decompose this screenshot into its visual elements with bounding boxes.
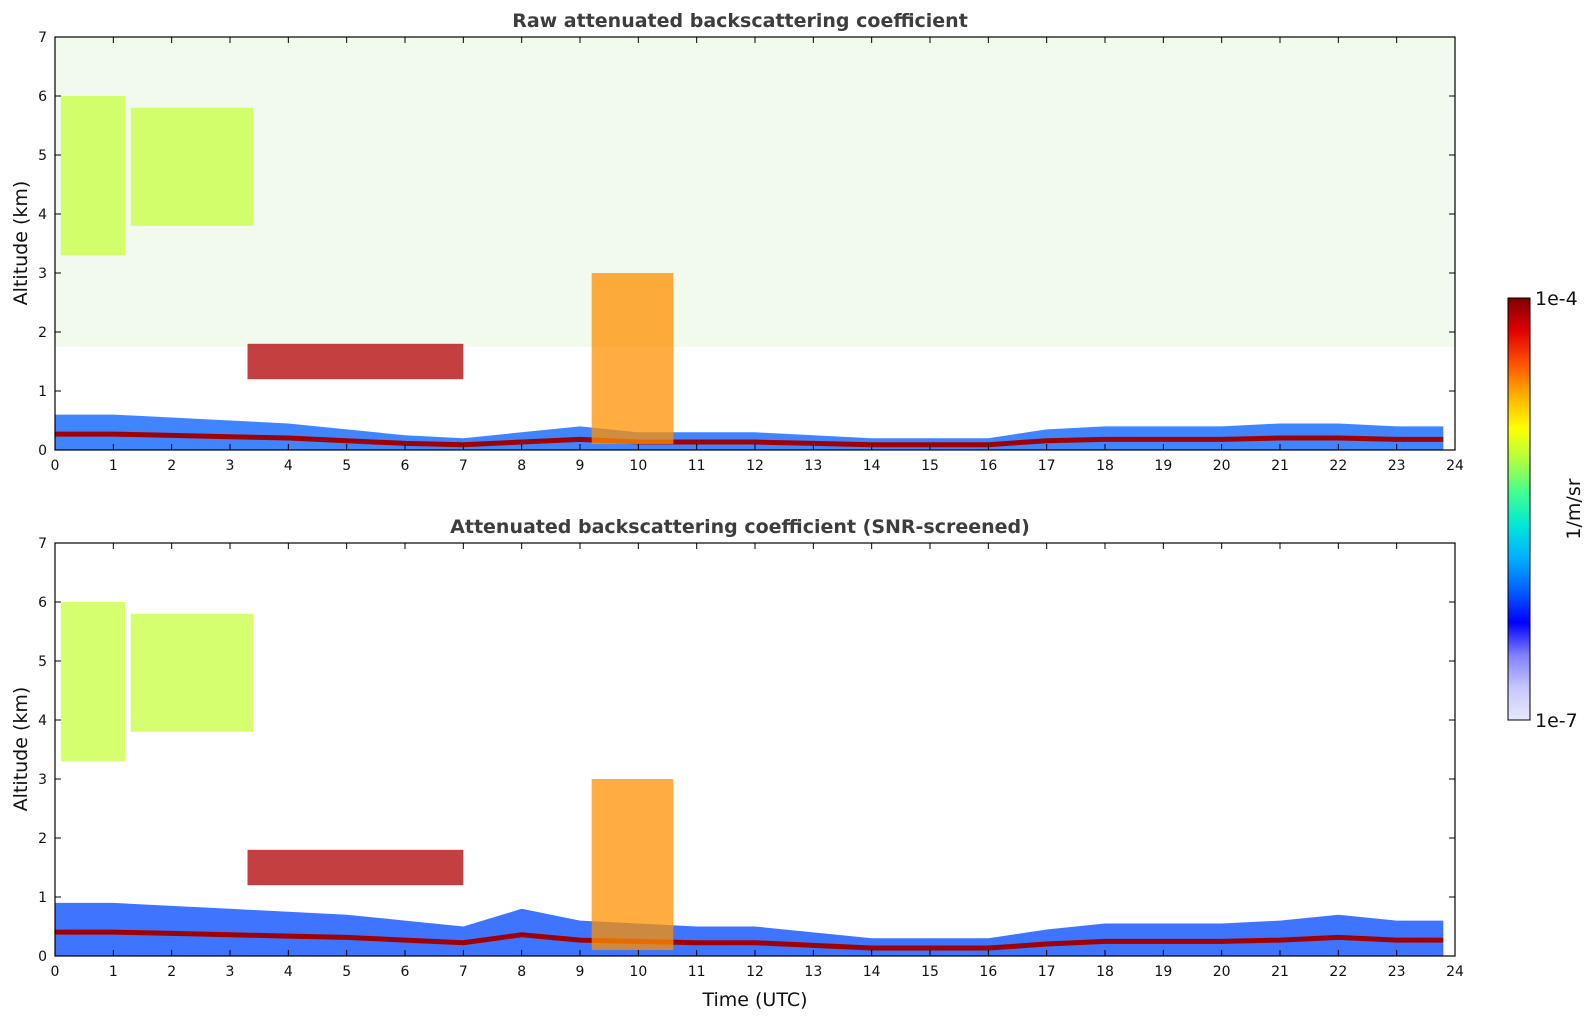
x-tick-label: 2 bbox=[167, 964, 176, 980]
x-tick-label: 19 bbox=[1154, 964, 1172, 980]
aerosol-layer bbox=[55, 414, 1444, 450]
cloud-feature bbox=[247, 849, 464, 886]
x-tick-label: 12 bbox=[746, 964, 764, 980]
y-tick-label: 5 bbox=[38, 654, 47, 670]
x-tick-label: 21 bbox=[1271, 458, 1289, 474]
colorbar-bar bbox=[1507, 297, 1531, 721]
panel-screened: Attenuated backscattering coefficient (S… bbox=[10, 516, 1464, 1011]
aerosol-layer bbox=[55, 902, 1444, 956]
x-tick-label: 23 bbox=[1388, 458, 1406, 474]
x-tick-label: 24 bbox=[1446, 458, 1464, 474]
y-tick-label: 3 bbox=[38, 266, 47, 282]
colorbar-max-label: 1e-4 bbox=[1535, 288, 1578, 310]
y-tick-label: 1 bbox=[38, 890, 47, 906]
colorbar-min-label: 1e-7 bbox=[1535, 710, 1578, 732]
x-tick-label: 24 bbox=[1446, 964, 1464, 980]
panel-screened-plot bbox=[55, 602, 1444, 956]
x-tick-label: 12 bbox=[746, 458, 764, 474]
cloud-feature bbox=[247, 343, 464, 380]
boundary-layer-line bbox=[55, 929, 1444, 951]
x-tick-label: 22 bbox=[1329, 964, 1347, 980]
x-tick-label: 7 bbox=[459, 458, 468, 474]
panel-raw-plot bbox=[55, 37, 1455, 450]
panel-screened-xlabel: Time (UTC) bbox=[701, 989, 807, 1011]
x-tick-label: 9 bbox=[576, 964, 585, 980]
x-tick-label: 0 bbox=[51, 964, 60, 980]
x-tick-label: 3 bbox=[226, 964, 235, 980]
y-tick-label: 6 bbox=[38, 89, 47, 105]
x-tick-label: 21 bbox=[1271, 964, 1289, 980]
x-tick-label: 8 bbox=[517, 964, 526, 980]
x-tick-label: 17 bbox=[1038, 964, 1056, 980]
panel-raw-ylabel: Altitude (km) bbox=[10, 181, 32, 306]
x-tick-label: 14 bbox=[863, 458, 881, 474]
x-tick-label: 4 bbox=[284, 458, 293, 474]
colorbar-label: 1/m/sr bbox=[1563, 478, 1585, 539]
x-tick-label: 20 bbox=[1213, 964, 1231, 980]
cloud-feature bbox=[591, 273, 674, 445]
x-tick-label: 9 bbox=[576, 458, 585, 474]
y-tick-label: 2 bbox=[38, 831, 47, 847]
panel-raw: Raw attenuated backscattering coefficien… bbox=[10, 10, 1464, 474]
boundary-layer-line bbox=[55, 431, 1444, 448]
x-tick-label: 13 bbox=[804, 458, 822, 474]
x-tick-label: 19 bbox=[1154, 458, 1172, 474]
x-tick-label: 11 bbox=[688, 458, 706, 474]
x-tick-label: 5 bbox=[342, 964, 351, 980]
x-tick-label: 4 bbox=[284, 964, 293, 980]
x-tick-label: 15 bbox=[921, 964, 939, 980]
cloud-feature bbox=[60, 602, 126, 762]
x-tick-label: 8 bbox=[517, 458, 526, 474]
x-tick-label: 15 bbox=[921, 458, 939, 474]
raw-noise-field bbox=[55, 37, 1455, 347]
colorbar: 1e-4 1e-7 1/m/sr bbox=[1507, 288, 1585, 732]
x-tick-label: 7 bbox=[459, 964, 468, 980]
x-tick-label: 20 bbox=[1213, 458, 1231, 474]
x-tick-label: 16 bbox=[979, 964, 997, 980]
panel-screened-frame bbox=[54, 542, 1456, 957]
x-tick-label: 16 bbox=[979, 458, 997, 474]
y-tick-label: 7 bbox=[38, 536, 47, 552]
panel-raw-title: Raw attenuated backscattering coefficien… bbox=[512, 10, 968, 32]
x-tick-label: 18 bbox=[1096, 458, 1114, 474]
x-tick-label: 5 bbox=[342, 458, 351, 474]
y-tick-label: 0 bbox=[38, 443, 47, 459]
x-tick-label: 2 bbox=[167, 458, 176, 474]
panel-screened-ticks: 0 1 2 3 4 5 6 7 8 9 10 11 12 13 14 15 16 17 18 19 20 21 22 23 24… bbox=[38, 536, 1464, 980]
x-tick-label: 6 bbox=[401, 458, 410, 474]
y-tick-label: 5 bbox=[38, 148, 47, 164]
x-tick-label: 1 bbox=[109, 964, 118, 980]
x-tick-label: 10 bbox=[629, 964, 647, 980]
y-tick-label: 4 bbox=[38, 207, 47, 223]
y-tick-label: 6 bbox=[38, 595, 47, 611]
panel-screened-ylabel: Altitude (km) bbox=[10, 687, 32, 812]
y-tick-label: 4 bbox=[38, 713, 47, 729]
cloud-feature bbox=[591, 779, 674, 951]
cloud-feature bbox=[130, 613, 254, 732]
x-tick-label: 1 bbox=[109, 458, 118, 474]
y-tick-label: 2 bbox=[38, 325, 47, 341]
x-tick-label: 22 bbox=[1329, 458, 1347, 474]
y-tick-label: 0 bbox=[38, 949, 47, 965]
x-tick-label: 6 bbox=[401, 964, 410, 980]
panel-raw-ticks: 0 1 2 3 4 5 6 7 8 9 10 11 12 13 14 15 16 17 18 19 20 21 22 23 24… bbox=[38, 30, 1464, 474]
x-tick-label: 18 bbox=[1096, 964, 1114, 980]
x-tick-label: 10 bbox=[629, 458, 647, 474]
x-tick-label: 0 bbox=[51, 458, 60, 474]
cloud-feature bbox=[130, 107, 254, 226]
x-tick-label: 14 bbox=[863, 964, 881, 980]
x-tick-label: 11 bbox=[688, 964, 706, 980]
x-tick-label: 23 bbox=[1388, 964, 1406, 980]
cloud-feature bbox=[60, 96, 126, 256]
y-tick-label: 3 bbox=[38, 772, 47, 788]
y-tick-label: 1 bbox=[38, 384, 47, 400]
x-tick-label: 17 bbox=[1038, 458, 1056, 474]
x-tick-label: 13 bbox=[804, 964, 822, 980]
x-tick-label: 3 bbox=[226, 458, 235, 474]
panel-screened-title: Attenuated backscattering coefficient (S… bbox=[450, 516, 1030, 538]
y-tick-label: 7 bbox=[38, 30, 47, 46]
